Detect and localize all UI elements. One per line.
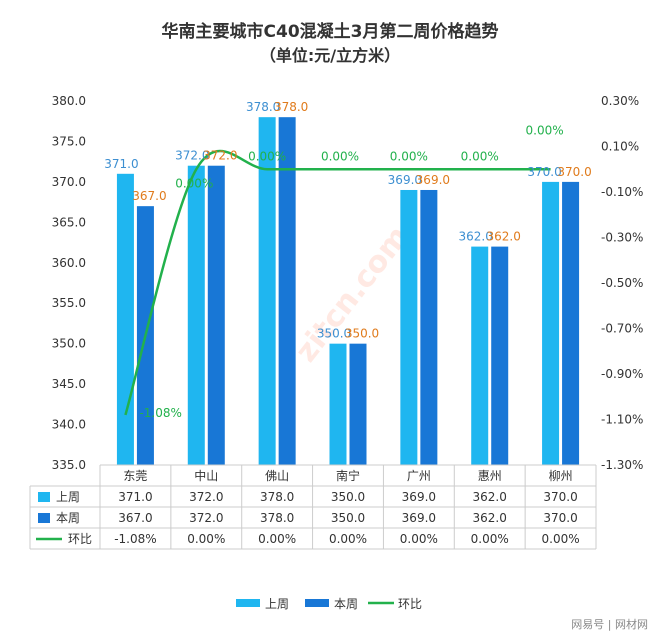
bar-value-label: 378.0 [274,100,308,114]
table-cell: 367.0 [118,511,152,525]
y2-tick-label: -0.90% [601,367,643,381]
bar-value-label: 367.0 [132,189,166,203]
table-row-name: 环比 [68,532,92,546]
table-cell: 350.0 [331,511,365,525]
bar-value-label: 372.0 [175,149,209,163]
table-legend-swatch [38,492,50,502]
y2-tick-label: -0.30% [601,231,643,245]
table-legend-swatch [38,513,50,523]
bar-上周 [329,343,347,465]
table-cell: 0.00% [400,532,438,546]
bar-上周 [542,181,560,465]
ratio-value-label: 0.00% [321,149,359,163]
table-cell: 378.0 [260,511,294,525]
bar-value-label: 378.0 [246,100,280,114]
table-cell: 378.0 [260,490,294,504]
bar-value-label: 369.0 [416,173,450,187]
legend-label: 本周 [334,597,358,611]
y2-tick-label: 0.10% [601,140,639,154]
footer-credit: 网易号 | 网材网 [571,617,648,631]
y-tick-label: 345.0 [52,377,86,391]
chart-subtitle: （单位:元/立方米） [260,46,400,65]
table-cell: 371.0 [118,490,152,504]
table-cell: 372.0 [189,490,223,504]
ratio-value-label: 0.00% [526,123,564,137]
y-tick-label: 350.0 [52,337,86,351]
x-tick-label: 广州 [407,469,431,483]
x-tick-label: 中山 [194,468,218,483]
table-row-name: 上周 [56,490,80,504]
y-tick-label: 375.0 [52,134,86,148]
y2-tick-label: -0.50% [601,276,643,290]
legend-label: 环比 [398,597,422,611]
ratio-value-label: -1.08% [139,406,181,420]
table-cell: 0.00% [258,532,296,546]
y2-tick-label: -1.10% [601,413,643,427]
bar-上周 [258,117,276,465]
bar-本周 [562,181,580,465]
bar-value-label: 372.0 [203,149,237,163]
y-tick-label: 355.0 [52,296,86,310]
table-row-name: 本周 [56,511,80,525]
x-tick-label: 柳州 [549,469,573,483]
x-tick-label: 南宁 [336,468,360,483]
bar-value-label: 369.0 [388,173,422,187]
y-tick-label: 380.0 [52,94,86,108]
table-cell: 362.0 [473,490,507,504]
chart-title: 华南主要城市C40混凝土3月第二周价格趋势 [162,21,499,42]
legend-swatch [236,599,260,607]
y2-tick-label: -0.70% [601,322,643,336]
y2-tick-label: -0.10% [601,185,643,199]
bar-上周 [400,189,418,465]
legend-swatch [305,599,329,607]
ratio-value-label: 0.00% [175,176,213,190]
x-tick-label: 惠州 [478,469,502,483]
y-tick-label: 360.0 [52,256,86,270]
table-cell: 0.00% [542,532,580,546]
y2-tick-label: 0.30% [601,94,639,108]
bar-value-label: 362.0 [459,230,493,244]
bar-本周 [207,165,225,465]
y-tick-label: 370.0 [52,175,86,189]
y-tick-label: 340.0 [52,418,86,432]
bar-上周 [471,246,489,465]
bar-value-label: 350.0 [345,327,379,341]
bar-value-label: 370.0 [557,165,591,179]
table-cell: 370.0 [543,511,577,525]
bar-本周 [278,117,296,465]
table-cell: 350.0 [331,490,365,504]
bar-本周 [491,246,509,465]
ratio-value-label: 0.00% [390,149,428,163]
table-cell: 362.0 [473,511,507,525]
bar-value-label: 362.0 [487,230,521,244]
y2-tick-label: -1.30% [601,458,643,472]
table-cell: 0.00% [471,532,509,546]
ratio-value-label: 0.00% [461,149,499,163]
bar-value-label: 350.0 [317,327,351,341]
bar-本周 [420,189,438,465]
bar-value-label: 371.0 [104,157,138,171]
table-cell: 369.0 [402,511,436,525]
ratio-line [124,149,551,416]
table-cell: 372.0 [189,511,223,525]
bar-上周 [187,165,205,465]
y-tick-label: 365.0 [52,215,86,229]
y-tick-label: 335.0 [52,458,86,472]
bar-本周 [349,343,367,465]
table-cell: 369.0 [402,490,436,504]
ratio-value-label: 0.00% [248,149,286,163]
legend-label: 上周 [265,597,289,611]
table-cell: 0.00% [329,532,367,546]
table-cell: -1.08% [114,532,156,546]
table-cell: 370.0 [543,490,577,504]
x-tick-label: 东莞 [123,469,147,483]
table-cell: 0.00% [187,532,225,546]
bar-value-label: 370.0 [527,165,561,179]
x-tick-label: 佛山 [265,469,289,483]
bar-上周 [116,173,134,466]
